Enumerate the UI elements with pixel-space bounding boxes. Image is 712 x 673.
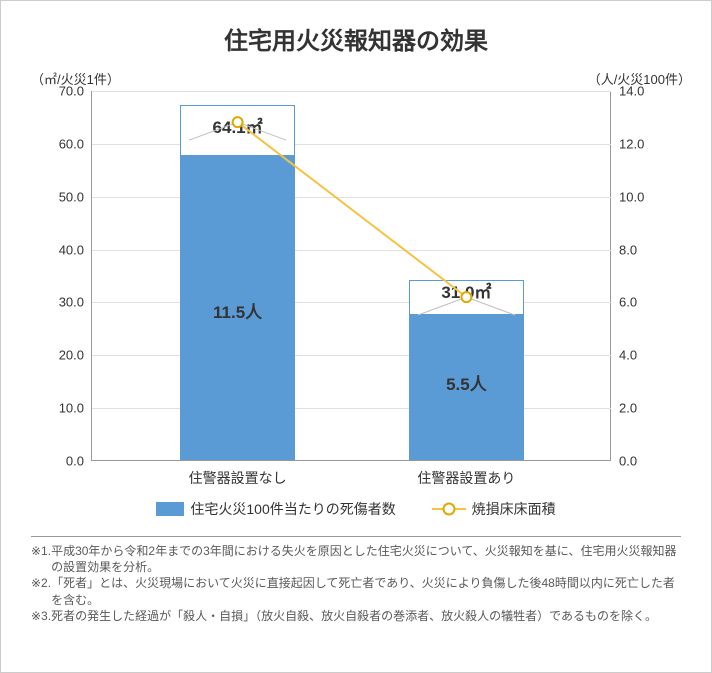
- footnote-text: 死者の発生した経過が「殺人・自損」（放火自殺、放火自殺者の巻添者、放火殺人の犠牲…: [51, 608, 681, 624]
- line-series: [92, 91, 611, 460]
- footnote-tag: ※2.: [31, 575, 51, 607]
- footnote: ※1.平成30年から令和2年までの3年間における失火を原因とした住宅火災について…: [31, 543, 681, 575]
- footnote-text: 平成30年から令和2年までの3年間における失火を原因とした住宅火災について、火災…: [51, 543, 681, 575]
- footnote-divider: [31, 536, 681, 537]
- y1-tick: 10.0: [59, 401, 84, 416]
- figure: 住宅用火災報知器の効果 （㎡/火災1件） （人/火災100件） 0.00.010…: [0, 0, 712, 673]
- y1-tick: 70.0: [59, 84, 84, 99]
- legend-item-line: 焼損床床面積: [432, 499, 556, 519]
- plot-area: 0.00.010.02.020.04.030.06.040.08.050.010…: [91, 91, 611, 461]
- legend: 住宅火災100件当たりの死傷者数 焼損床床面積: [1, 499, 711, 519]
- footnote-tag: ※3.: [31, 608, 51, 624]
- y2-tick: 6.0: [619, 295, 637, 310]
- y1-tick: 50.0: [59, 189, 84, 204]
- footnotes: ※1.平成30年から令和2年までの3年間における失火を原因とした住宅火災について…: [31, 536, 681, 624]
- y2-tick: 8.0: [619, 242, 637, 257]
- footnote-tag: ※1.: [31, 543, 51, 575]
- y1-tick: 20.0: [59, 348, 84, 363]
- legend-label-bars: 住宅火災100件当たりの死傷者数: [190, 499, 395, 519]
- y2-tick: 14.0: [619, 84, 644, 99]
- y2-tick: 12.0: [619, 136, 644, 151]
- line-marker: [233, 117, 243, 127]
- y1-tick: 40.0: [59, 242, 84, 257]
- chart-title: 住宅用火災報知器の効果: [1, 21, 711, 56]
- y2-tick: 2.0: [619, 401, 637, 416]
- footnote: ※2.「死者」とは、火災現場において火災に直接起因して死亡者であり、火災により負…: [31, 575, 681, 607]
- y2-tick: 0.0: [619, 454, 637, 469]
- legend-swatch-line: [432, 502, 466, 516]
- x-category-label: 住警器設置あり: [417, 468, 515, 488]
- legend-swatch-bar: [156, 502, 184, 516]
- footnote: ※3.死者の発生した経過が「殺人・自損」（放火自殺、放火自殺者の巻添者、放火殺人…: [31, 608, 681, 624]
- line-marker: [461, 292, 471, 302]
- y2-tick: 4.0: [619, 348, 637, 363]
- y1-tick: 60.0: [59, 136, 84, 151]
- y1-tick: 0.0: [66, 454, 84, 469]
- y2-tick: 10.0: [619, 189, 644, 204]
- x-category-label: 住警器設置なし: [189, 468, 287, 488]
- legend-label-line: 焼損床床面積: [472, 499, 556, 519]
- footnote-text: 「死者」とは、火災現場において火災に直接起因して死亡者であり、火災により負傷した…: [51, 575, 681, 607]
- y1-tick: 30.0: [59, 295, 84, 310]
- legend-item-bars: 住宅火災100件当たりの死傷者数: [156, 499, 395, 519]
